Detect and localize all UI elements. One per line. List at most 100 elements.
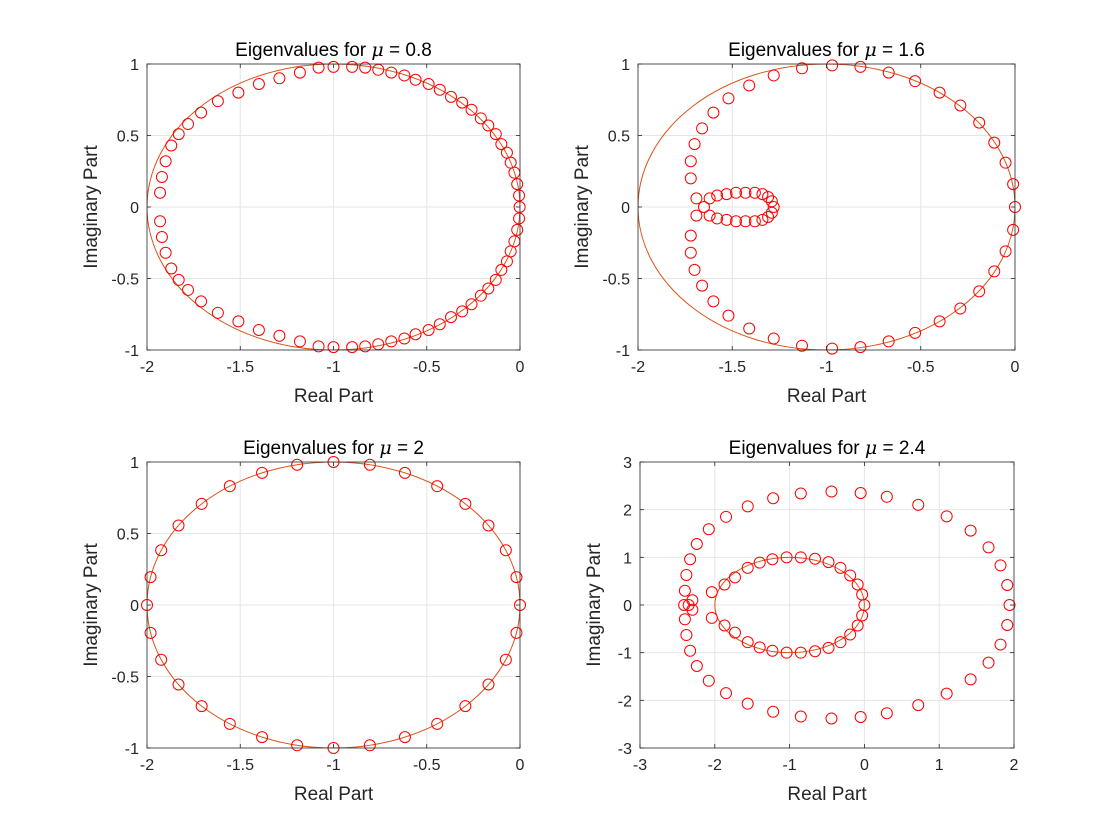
x-tick-label: -0.5 [413,359,441,376]
eigenvalue-marker [495,263,508,276]
title-prefix: Eigenvalues for [728,40,864,61]
x-tick-label: 0 [1011,359,1020,376]
eigenvalue-marker [172,519,185,532]
eigenvalue-marker [856,609,869,622]
eigenvalue-marker [195,497,208,510]
eigenvalue-marker [1007,223,1020,236]
eigenvalue-marker [690,192,703,205]
eigenvalue-marker [510,571,523,584]
eigenvalue-marker [398,69,411,82]
eigenvalue-marker [155,544,168,557]
eigenvalue-marker [912,699,925,712]
eigenvalue-marker [954,99,967,112]
x-tick-label: -1 [326,757,340,774]
eigenvalue-marker [940,510,953,523]
eigenvalue-marker [291,739,304,752]
eigenvalue-marker [293,335,306,348]
eigenvalue-marker [697,201,710,213]
eigenvalue-marker [346,341,359,354]
eigenvalue-marker [422,323,435,336]
chart-title: Eigenvalues for μ = 2 [243,437,424,459]
eigenvalue-marker [765,206,778,219]
eigenvalue-marker [690,209,703,222]
x-tick-label: 0 [516,757,525,774]
eigenvalue-marker [398,731,411,744]
eigenvalue-marker [211,306,224,319]
subplot-3: -2 -1.5 -1 -0.5 0 -1 -0.5 0 0.5 1 Eigenvalues for … [81,437,526,805]
title-symbol: μ [865,437,877,459]
eigenvalue-marker [684,553,697,566]
eigenvalue-marker [172,128,185,141]
eigenvalue-marker [854,486,867,499]
eigenvalue-marker [762,211,775,224]
eigenvalue-marker [165,262,178,275]
eigenvalue-marker [474,289,487,302]
y-tick-label: -2 [618,693,632,710]
eigenvalue-marker [690,537,703,550]
eigenvalue-marker [398,332,411,345]
eigenvalue-marker [973,285,986,298]
eigenvalue-marker [834,636,847,649]
eigenvalue-marker [762,190,775,203]
eigenvalue-marker [809,552,822,565]
x-tick-label: -1 [819,359,833,376]
eigenvalue-marker [359,340,372,353]
y-axis-label: Imaginary Part [81,145,102,269]
x-tick-label: -1 [782,757,796,774]
y-tick-label: -3 [618,741,632,758]
eigenvalue-marker [882,66,895,79]
x-axis-label: Real Part [787,784,867,805]
eigenvalue-marker [456,305,469,318]
y-tick-label: 0.5 [608,129,630,146]
x-tick-label: -1.5 [226,359,254,376]
eigenvalue-marker [767,492,780,505]
eigenvalue-marker [482,519,495,532]
x-tick-label: -2 [708,757,722,774]
x-tick-label: -3 [633,757,647,774]
eigenvalue-marker [499,653,512,666]
eigenvalue-marker [988,265,1001,278]
eigenvalue-marker [154,215,167,228]
eigenvalue-marker [678,613,691,626]
eigenvalue-marker [933,86,946,99]
eigenvalue-marker [711,212,724,225]
eigenvalue-marker [856,588,869,601]
unit-circle-line [714,556,865,654]
eigenvalue-marker [728,571,741,584]
chart-title: Eigenvalues for μ = 0.8 [235,39,432,61]
title-suffix: = 1.6 [877,40,925,61]
eigenvalue-marker [741,636,754,649]
eigenvalue-marker [1001,619,1014,632]
eigenvalue-marker [705,611,718,624]
eigenvalue-marker [766,644,779,657]
eigenvalue-marker [686,603,699,616]
eigenvalue-marker [741,500,754,513]
eigenvalue-marker [684,172,697,185]
x-tick-label: 1 [935,757,944,774]
y-tick-label: 1 [623,550,632,567]
eigenvalue-marker [511,178,524,191]
eigenvalue-marker [988,136,1001,149]
eigenvalue-marker [854,341,867,354]
eigenvalue-marker [880,490,893,503]
eigenvalue-marker [252,323,265,336]
x-axis-label: Real Part [787,386,867,407]
eigenvalue-marker [1001,578,1014,591]
eigenvalue-marker [144,571,157,584]
eigenvalue-marker [690,660,703,673]
eigenvalue-marker [780,646,793,659]
eigenvalue-marker [720,213,733,226]
eigenvalue-marker [748,215,761,228]
y-tick-label: 0 [130,200,139,217]
eigenvalue-marker [165,139,178,152]
eigenvalue-marker [711,189,724,202]
eigenvalue-marker [431,480,444,493]
subplot-1: -2 -1.5 -1 -0.5 0 -1 -0.5 0 0.5 1 Eigenvalues for … [81,39,526,407]
eigenvalue-marker [696,279,709,292]
eigenvalue-marker [844,628,857,641]
eigenvalue-marker [940,687,953,700]
eigenvalue-marker [154,186,167,199]
y-tick-label: 2 [623,503,632,520]
eigenvalue-marker [743,79,756,92]
y-axis-label: Imaginary Part [81,543,102,667]
